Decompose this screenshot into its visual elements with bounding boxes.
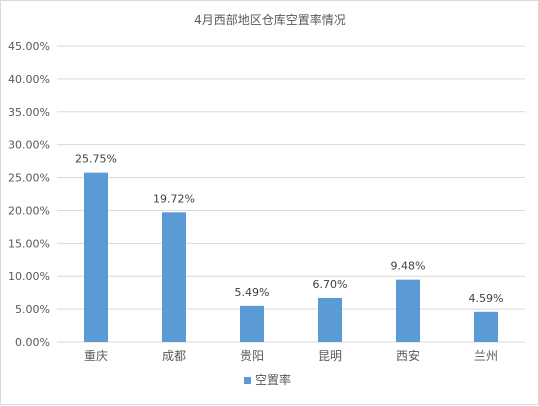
bar	[84, 172, 108, 342]
y-tick-label: 40.00%	[8, 73, 50, 86]
y-tick-label: 45.00%	[8, 40, 50, 53]
y-tick-label: 25.00%	[8, 172, 50, 185]
chart-title: 4月西部地区仓库空置率情况	[194, 12, 346, 27]
bar	[396, 279, 420, 342]
category-label: 贵阳	[240, 349, 264, 363]
category-label: 西安	[396, 348, 420, 363]
y-tick-label: 35.00%	[8, 106, 50, 119]
category-label: 兰州	[474, 349, 498, 363]
category-labels: 重庆 成都 贵阳 昆明 西安 兰州	[84, 348, 498, 363]
data-label: 9.48%	[391, 260, 426, 273]
y-tick-label: 30.00%	[8, 139, 50, 152]
bar	[240, 305, 264, 342]
grid-lines	[57, 45, 525, 343]
category-label: 昆明	[318, 349, 342, 363]
y-tick-label: 20.00%	[8, 204, 50, 217]
y-tick-label: 15.00%	[8, 237, 50, 250]
legend: 空置率	[244, 372, 291, 387]
data-label: 19.72%	[153, 192, 195, 205]
y-tick-label: 10.00%	[8, 270, 50, 283]
bars	[84, 172, 498, 342]
category-label: 重庆	[84, 349, 108, 363]
legend-swatch	[244, 377, 251, 384]
data-label: 5.49%	[235, 286, 270, 299]
data-label: 6.70%	[313, 278, 348, 291]
y-tick-label: 5.00%	[15, 303, 50, 316]
bar	[318, 297, 342, 342]
category-label: 成都	[162, 349, 186, 363]
legend-label: 空置率	[255, 372, 291, 387]
bar	[162, 212, 186, 342]
y-tick-label: 0.00%	[15, 336, 50, 349]
data-labels: 25.75% 19.72% 5.49% 6.70% 9.48% 4.59%	[75, 153, 503, 305]
bar	[474, 311, 498, 342]
data-label: 4.59%	[469, 292, 504, 305]
data-label: 25.75%	[75, 153, 117, 166]
y-axis-ticks: 0.00% 5.00% 10.00% 15.00% 20.00% 25.00% 30.00%…	[8, 40, 50, 349]
